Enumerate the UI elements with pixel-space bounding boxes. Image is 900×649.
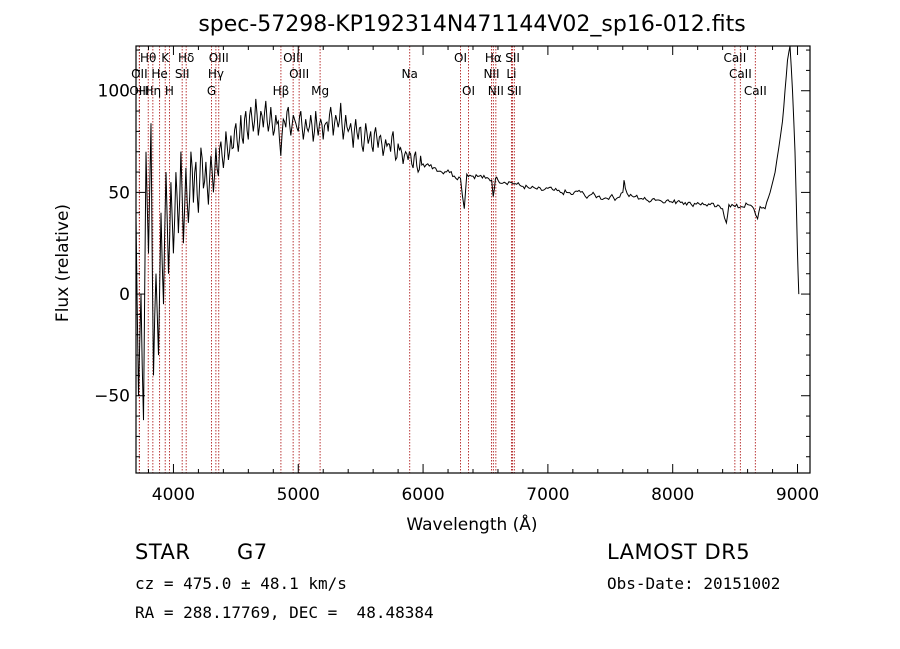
y-tick-label: 100 xyxy=(98,82,130,102)
obs-date: Obs-Date: 20151002 xyxy=(607,574,781,593)
y-tick-label: 0 xyxy=(119,285,130,305)
marker-label: OI xyxy=(462,84,475,98)
chart-title: spec-57298-KP192314N471144V02_sp16-012.f… xyxy=(198,12,745,37)
marker-label: Hη xyxy=(145,84,162,98)
y-tick-label: 50 xyxy=(108,183,130,203)
survey-name: LAMOST DR5 xyxy=(607,540,751,564)
marker-label: G xyxy=(207,84,216,98)
y-axis-label: Flux (relative) xyxy=(53,204,73,322)
redshift-readout: cz = 475.0 ± 48.1 km/s xyxy=(135,574,347,593)
axis-ticks: 4000 5000 6000 7000 8000 9000 −50 0 50 100 xyxy=(94,46,819,505)
y-tick-label: −50 xyxy=(94,387,130,407)
marker-label: OI xyxy=(454,51,467,65)
spectrum-line xyxy=(135,45,800,421)
marker-label: OIII xyxy=(289,67,309,81)
x-tick-label: 6000 xyxy=(401,485,444,505)
x-tick-label: 5000 xyxy=(277,485,320,505)
x-axis-label: Wavelength (Å) xyxy=(406,513,537,535)
marker-label: Li xyxy=(506,67,516,81)
marker-label: OII xyxy=(131,67,148,81)
marker-label: NII xyxy=(488,84,504,98)
x-tick-label: 4000 xyxy=(152,485,195,505)
marker-label: Na xyxy=(402,67,418,81)
marker-label: He xyxy=(151,67,167,81)
marker-label: H xyxy=(165,84,174,98)
x-tick-label: 9000 xyxy=(776,485,819,505)
marker-label: CaII xyxy=(723,51,746,65)
x-tick-label: 8000 xyxy=(651,485,694,505)
axes-frame xyxy=(135,45,811,474)
marker-label: OIII xyxy=(209,51,229,65)
marker-label: CaII xyxy=(729,67,752,81)
marker-label: OIII xyxy=(283,51,303,65)
line-markers xyxy=(138,46,756,473)
marker-label: CaII xyxy=(744,84,767,98)
marker-label: SII xyxy=(505,51,520,65)
marker-label: Hγ xyxy=(208,67,224,81)
marker-label: K xyxy=(161,51,170,65)
x-tick-label: 7000 xyxy=(526,485,569,505)
marker-label: Hα xyxy=(485,51,502,65)
marker-label: Hδ xyxy=(178,51,194,65)
marker-label: Hβ xyxy=(273,84,290,98)
marker-label: Hθ xyxy=(140,51,156,65)
marker-label: SII xyxy=(507,84,522,98)
marker-label: NII xyxy=(483,67,499,81)
marker-label: Mg xyxy=(311,84,329,98)
coordinates-readout: RA = 288.17769, DEC = 48.48384 xyxy=(135,603,434,622)
object-class: STAR xyxy=(135,540,191,564)
subclass: G7 xyxy=(237,540,268,564)
marker-label: SII xyxy=(175,67,190,81)
